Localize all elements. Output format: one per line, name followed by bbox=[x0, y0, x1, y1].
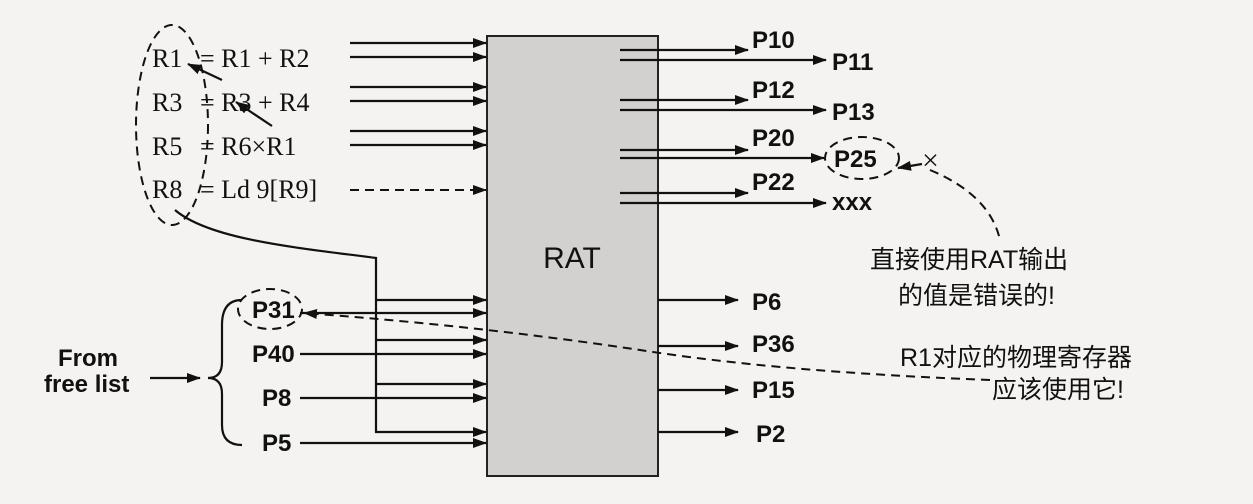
instr-1-dest: R1 bbox=[152, 44, 182, 73]
r8-feed-curve bbox=[174, 209, 487, 437]
out-top-3a: P20 bbox=[752, 125, 795, 152]
out-top-4a: P22 bbox=[752, 169, 795, 196]
note-right-line2: 应该使用它! bbox=[992, 376, 1124, 404]
free-list-brace bbox=[207, 298, 243, 447]
out-bottom-1: P6 bbox=[752, 289, 781, 316]
out-top-2a: P12 bbox=[752, 77, 795, 104]
rat-bottom-outputs: P6 P36 P15 P2 bbox=[658, 289, 795, 448]
p25-ellipse bbox=[824, 136, 900, 180]
free-list-label-2: free list bbox=[44, 371, 129, 398]
instr-4-expr: = Ld 9[R9] bbox=[200, 175, 317, 204]
free-list-regs: P31 P40 P8 P5 bbox=[252, 297, 295, 457]
free-reg-2: P40 bbox=[252, 341, 295, 368]
free-list-label-1: From bbox=[58, 345, 118, 372]
instruction-list: R1 = R1 + R2 R3 = R3 + R4 R5 = R6×R1 R8 … bbox=[152, 44, 317, 204]
out-top-4b: xxx bbox=[832, 189, 873, 216]
note-right-line1: R1对应的物理寄存器 bbox=[900, 344, 1132, 372]
out-top-1b: P11 bbox=[832, 49, 873, 76]
free-reg-3: P8 bbox=[262, 385, 291, 412]
free-reg-4: P5 bbox=[262, 430, 291, 457]
dest-regs-ellipse bbox=[135, 24, 209, 226]
out-top-3b: P25 bbox=[834, 146, 877, 173]
out-top-2b: P13 bbox=[832, 99, 875, 126]
instr-4-dest: R8 bbox=[152, 175, 182, 204]
instruction-input-arrows bbox=[350, 38, 487, 195]
instr-1-expr: = R1 + R2 bbox=[200, 44, 310, 73]
instr-2-dest: R3 bbox=[152, 88, 182, 117]
out-bottom-2: P36 bbox=[752, 331, 795, 358]
cross-mark: × bbox=[922, 144, 939, 177]
rat-top-outputs: P10 P11 P12 P13 P20 P25 P22 xxx bbox=[620, 27, 900, 216]
out-bottom-3: P15 bbox=[752, 377, 795, 404]
dep-arrow-r1 bbox=[187, 63, 223, 81]
free-reg-1: P31 bbox=[252, 297, 295, 324]
instr-3-expr: = R6×R1 bbox=[200, 132, 297, 161]
instr-2-expr: = R3 + R4 bbox=[200, 88, 310, 117]
note-wrong-line2: 的值是错误的! bbox=[898, 282, 1055, 310]
note-wrong-leader bbox=[929, 169, 1001, 241]
free-list-input-arrows bbox=[300, 295, 487, 448]
instr-3-dest: R5 bbox=[152, 132, 182, 161]
note-wrong-line1: 直接使用RAT输出 bbox=[870, 246, 1068, 274]
note-right-leader bbox=[303, 308, 991, 381]
out-top-1a: P10 bbox=[752, 27, 795, 54]
p25-pointer-arrow bbox=[897, 160, 923, 171]
out-bottom-4: P2 bbox=[756, 421, 785, 448]
p31-ellipse bbox=[237, 288, 303, 330]
dep-arrow-r3 bbox=[235, 101, 273, 127]
rat-label: RAT bbox=[543, 242, 601, 275]
